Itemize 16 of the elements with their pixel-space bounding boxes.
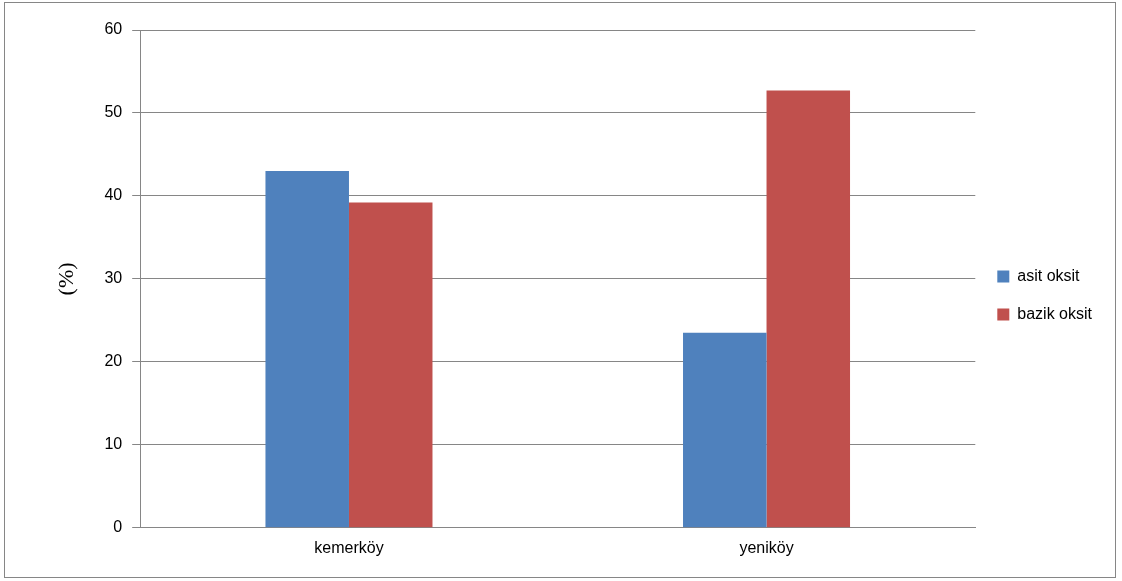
y-axis-title: (%) bbox=[52, 262, 78, 296]
bar bbox=[265, 171, 349, 528]
legend-label: bazik oksit bbox=[1017, 304, 1093, 322]
x-tick-label: kemerköy bbox=[314, 538, 384, 556]
y-tick-label: 20 bbox=[104, 352, 123, 370]
bar bbox=[348, 202, 433, 528]
legend-label: asit oksit bbox=[1017, 266, 1081, 284]
bar bbox=[683, 332, 767, 528]
y-tick-label: 30 bbox=[104, 269, 123, 287]
bar bbox=[766, 90, 851, 528]
y-tick-label: 40 bbox=[104, 186, 123, 204]
x-tick-label: yeniköy bbox=[739, 538, 794, 556]
y-tick-label: 60 bbox=[104, 20, 123, 38]
y-tick-label: 10 bbox=[104, 435, 123, 453]
y-tick-label: 50 bbox=[104, 103, 123, 121]
y-tick-label: 0 bbox=[113, 518, 123, 536]
